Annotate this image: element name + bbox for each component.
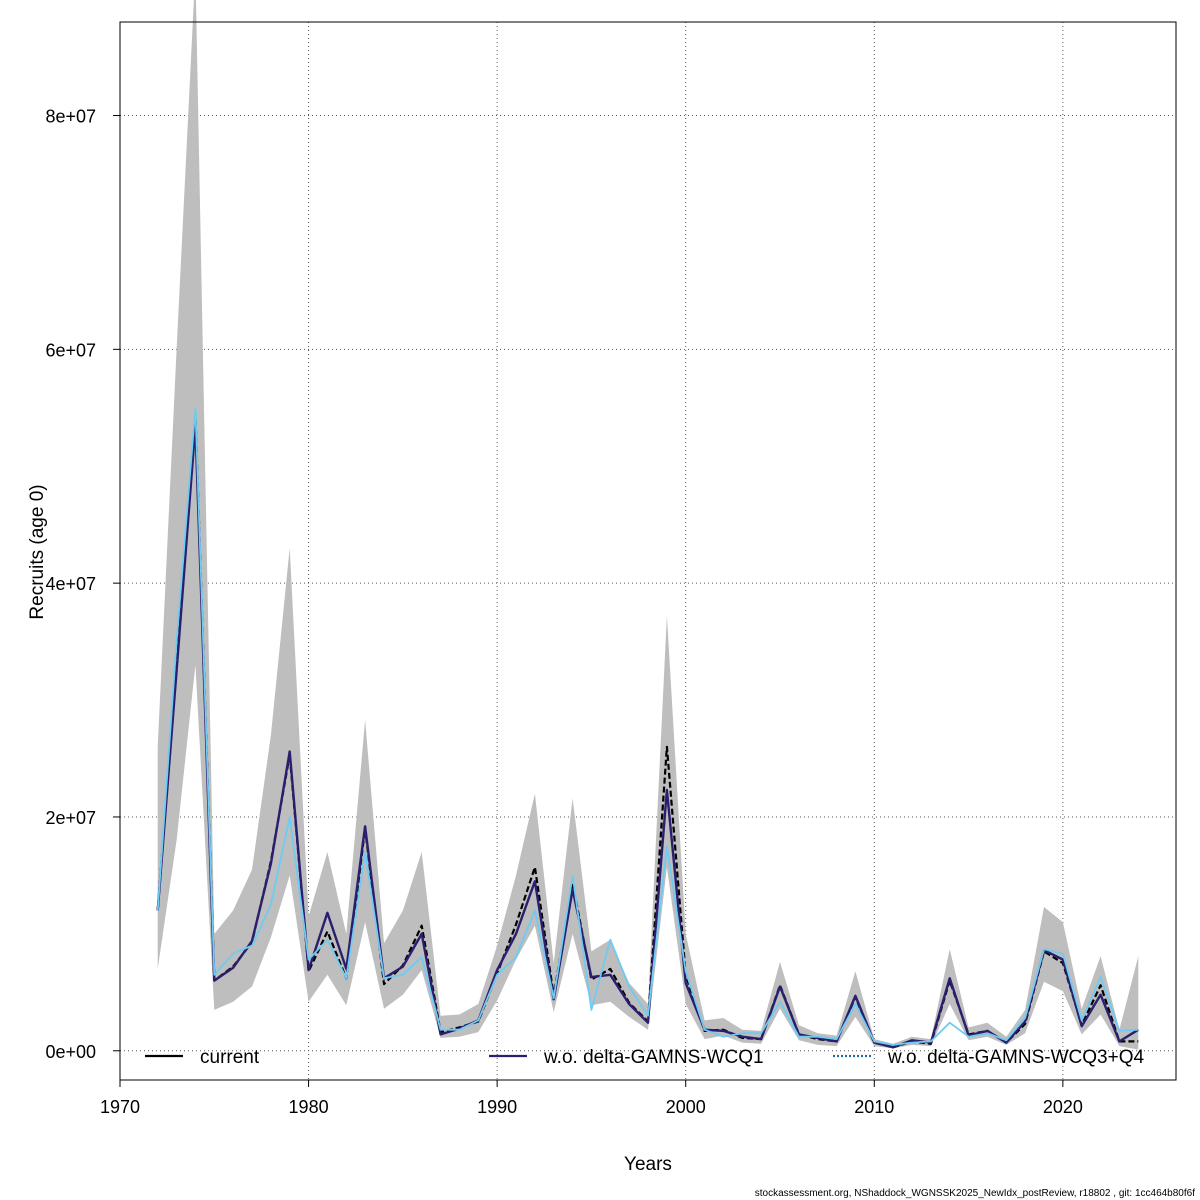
y-tick-label: 2e+07 <box>45 808 96 828</box>
y-axis: 0e+00 2e+07 4e+07 6e+07 8e+07 <box>45 107 121 1062</box>
x-tick-label: 2000 <box>666 1097 706 1117</box>
series-line-1 <box>156 424 1139 1049</box>
y-axis-title: Recruits (age 0) <box>27 484 48 619</box>
plot-frame <box>119 21 1177 1081</box>
footer-credit: stockassessment.org, NShaddock_WGNSSK202… <box>755 1188 1195 1199</box>
y-tick-label: 6e+07 <box>45 340 96 360</box>
x-tick-label: 2010 <box>854 1097 894 1117</box>
x-axis-title: Years <box>624 1154 672 1175</box>
legend-label: w.o. delta-GAMNS-WCQ3+Q4 <box>887 1047 1144 1068</box>
legend-label: w.o. delta-GAMNS-WCQ1 <box>543 1047 764 1068</box>
x-tick-label: 1980 <box>289 1097 329 1117</box>
grid-lines <box>119 22 1176 1080</box>
x-tick-label: 1970 <box>100 1097 140 1117</box>
y-tick-label: 8e+07 <box>45 107 96 127</box>
series-lines <box>156 406 1139 1049</box>
legend-item-2: w.o. delta-GAMNS-WCQ3+Q4 <box>833 1047 1144 1068</box>
y-tick-label: 4e+07 <box>45 574 96 594</box>
y-tick-label: 0e+00 <box>45 1042 96 1062</box>
x-tick-label: 1990 <box>477 1097 517 1117</box>
legend: current w.o. delta-GAMNS-WCQ1 w.o. delta-G… <box>145 1047 1144 1068</box>
legend-item-1: w.o. delta-GAMNS-WCQ1 <box>489 1047 764 1068</box>
series-line-2 <box>156 406 1139 1046</box>
x-tick-label: 2020 <box>1043 1097 1083 1117</box>
x-axis: 1970 1980 1990 2000 2010 2020 <box>100 1079 1083 1117</box>
legend-item-0: current <box>145 1047 260 1068</box>
confidence-band <box>157 0 1139 1050</box>
legend-label: current <box>200 1047 260 1068</box>
